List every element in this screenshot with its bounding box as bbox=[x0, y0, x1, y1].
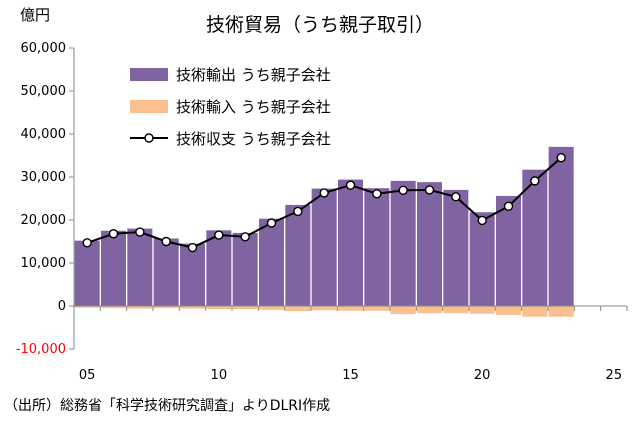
x-tick-label: 05 bbox=[79, 368, 96, 383]
bar-1-2014 bbox=[311, 306, 337, 311]
bar-0-2011 bbox=[232, 232, 258, 306]
x-tick-label: 15 bbox=[342, 368, 359, 383]
bar-1-2020 bbox=[469, 306, 495, 314]
legend-label-2: 技術収支 うち親子会社 bbox=[176, 130, 331, 148]
bar-0-2023 bbox=[548, 146, 574, 306]
legend-label-0: 技術輸出 うち親子会社 bbox=[176, 66, 331, 84]
legend-marker-2 bbox=[144, 133, 154, 143]
x-tick-label: 10 bbox=[211, 368, 228, 383]
bar-1-2015 bbox=[337, 306, 364, 311]
bar-1-2006 bbox=[100, 306, 127, 309]
bar-0-2022 bbox=[522, 169, 548, 306]
bar-0-2021 bbox=[495, 195, 522, 306]
bar-0-2009 bbox=[179, 243, 206, 306]
bar-1-2011 bbox=[232, 306, 258, 310]
bar-0-2008 bbox=[153, 238, 179, 306]
bar-0-2015 bbox=[337, 179, 364, 306]
balance-point-2007 bbox=[135, 227, 145, 237]
balance-point-2019 bbox=[451, 192, 461, 202]
bar-0-2018 bbox=[416, 182, 443, 306]
bar-1-2013 bbox=[285, 306, 311, 312]
balance-point-2015 bbox=[345, 180, 356, 190]
legend-swatch-0 bbox=[130, 68, 168, 81]
y-tick-label: 30,000 bbox=[21, 170, 67, 185]
bar-0-2010 bbox=[206, 230, 232, 306]
legend-swatch-1 bbox=[130, 100, 168, 113]
bar-0-2012 bbox=[258, 218, 285, 306]
bar-1-2007 bbox=[127, 306, 153, 309]
bar-0-2017 bbox=[390, 180, 416, 306]
balance-point-2018 bbox=[424, 185, 435, 195]
bar-1-2016 bbox=[364, 306, 390, 311]
x-tick-label: 20 bbox=[474, 368, 491, 383]
bar-1-2023 bbox=[548, 306, 574, 317]
balance-point-2009 bbox=[187, 242, 198, 253]
balance-point-2013 bbox=[293, 206, 303, 217]
balance-point-2011 bbox=[240, 232, 250, 242]
balance-point-2016 bbox=[372, 189, 382, 199]
bar-0-2005 bbox=[74, 240, 100, 306]
bar-1-2009 bbox=[179, 306, 206, 309]
bar-0-2019 bbox=[443, 189, 469, 306]
y-tick-label: -10,000 bbox=[16, 342, 66, 357]
balance-point-2005 bbox=[82, 238, 92, 248]
bar-1-2019 bbox=[443, 306, 469, 314]
y-tick-label: 50,000 bbox=[21, 84, 67, 99]
y-tick-label: 10,000 bbox=[21, 256, 67, 271]
bar-0-2020 bbox=[469, 212, 495, 306]
balance-point-2022 bbox=[530, 176, 540, 186]
balance-point-2014 bbox=[319, 188, 329, 198]
balance-point-2006 bbox=[108, 229, 119, 239]
chart-title: 技術貿易（うち親子取引） bbox=[205, 14, 434, 36]
bar-1-2008 bbox=[153, 306, 179, 309]
x-tick-label: 25 bbox=[606, 368, 623, 383]
bar-0-2013 bbox=[285, 204, 311, 306]
bar-1-2022 bbox=[522, 306, 548, 317]
bar-0-2006 bbox=[100, 230, 127, 306]
y-tick-label: 20,000 bbox=[21, 213, 67, 228]
balance-point-2017 bbox=[398, 185, 408, 196]
bar-1-2017 bbox=[390, 306, 416, 315]
source-note: （出所）総務省「科学技術研究調査」よりDLRI作成 bbox=[4, 398, 331, 414]
bar-1-2018 bbox=[416, 306, 443, 314]
balance-point-2020 bbox=[477, 215, 487, 226]
balance-point-2021 bbox=[503, 201, 514, 211]
y-tick-label: 40,000 bbox=[21, 127, 67, 142]
bar-1-2012 bbox=[258, 306, 285, 310]
legend-label-1: 技術輸入 うち親子会社 bbox=[176, 98, 331, 116]
bar-1-2021 bbox=[495, 306, 522, 316]
bar-0-2014 bbox=[311, 188, 337, 306]
bar-0-2007 bbox=[127, 228, 153, 306]
balance-point-2012 bbox=[266, 218, 277, 228]
y-tick-label: 0 bbox=[58, 299, 66, 314]
y-axis-unit: 億円 bbox=[20, 6, 51, 24]
bar-0-2016 bbox=[364, 188, 390, 306]
balance-point-2008 bbox=[161, 236, 171, 247]
bar-1-2005 bbox=[74, 306, 100, 308]
bar-1-2010 bbox=[206, 306, 232, 310]
balance-point-2010 bbox=[214, 230, 224, 240]
balance-point-2023 bbox=[556, 152, 566, 163]
y-tick-label: 60,000 bbox=[21, 41, 67, 56]
